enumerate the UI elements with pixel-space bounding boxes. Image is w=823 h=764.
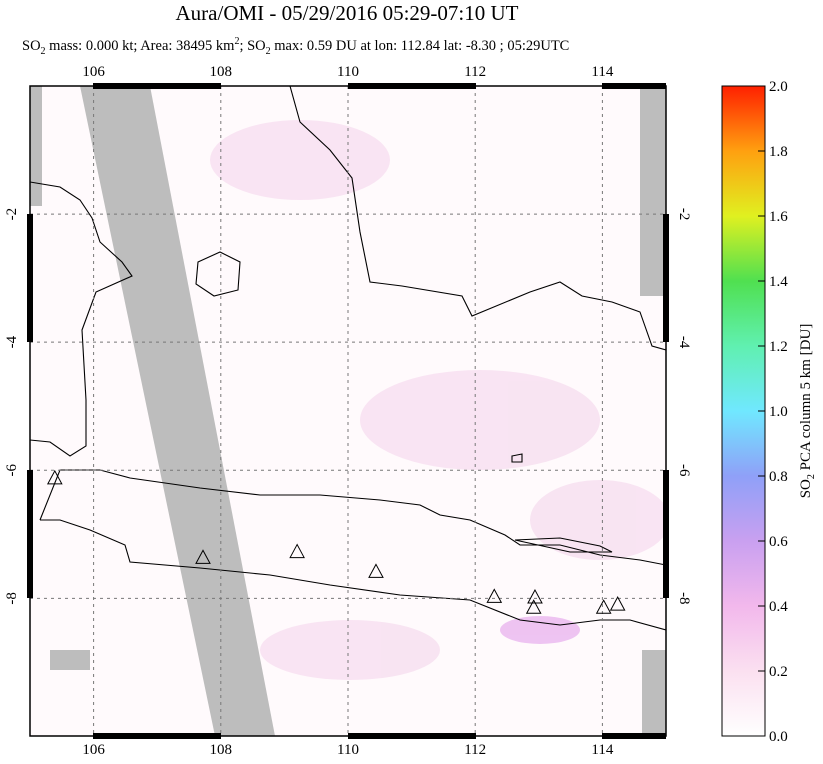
volcano [46, 469, 63, 485]
colorbar-tick-label: 1.2 [769, 339, 788, 355]
volcano [195, 549, 211, 564]
subtitle-part: 2 [41, 46, 46, 57]
subtitle-part: 2 [266, 46, 271, 57]
volcano [525, 599, 542, 614]
colorbar-tick-label: 1.4 [769, 274, 788, 290]
x-tick-label: 108 [210, 64, 233, 80]
volcano [609, 596, 626, 611]
colorbar-label-part: SO [798, 479, 814, 498]
tick-labels: 106 106 108 108 110 110 112 112 114 114 -2 -2 -4 -4 -6… [4, 64, 692, 758]
x-tick-label: 110 [337, 742, 359, 758]
colorbar-tick-label: 0.4 [769, 599, 788, 615]
frame-ticks [27, 83, 669, 739]
colorbar-tick-label: 1.8 [769, 144, 788, 160]
y-tick-label: -4 [4, 335, 20, 348]
volcano [595, 599, 612, 614]
colorbar-tick-label: 0.6 [769, 534, 788, 550]
no-data [30, 86, 666, 736]
subtitle-part: ; SO [239, 38, 265, 54]
y-tick-label: -2 [676, 208, 692, 221]
x-tick-label: 106 [82, 64, 105, 80]
x-tick-label: 112 [464, 64, 486, 80]
x-tick-label: 110 [337, 64, 359, 80]
chart-title: Aura/OMI - 05/29/2016 05:29-07:10 UT [176, 1, 519, 25]
subtitle-part: max: 0.59 DU at lon: 112.84 lat: -8.30 ;… [271, 38, 570, 54]
so2-shading [210, 120, 666, 680]
colorbar [721, 85, 766, 737]
y-tick-label: -6 [4, 463, 20, 476]
colorbar-label-part: PCA column 5 km [DU] [798, 324, 814, 474]
y-tick-label: -8 [676, 592, 692, 605]
y-tick-label: -2 [4, 208, 20, 221]
volcanoes [46, 469, 626, 614]
colorbar-tick-label: 0.2 [769, 664, 788, 680]
y-tick-label: -6 [676, 464, 692, 477]
colorbar-tick-label: 1.6 [769, 209, 788, 225]
x-tick-label: 114 [591, 64, 613, 80]
subtitle: SO2 mass: 0.000 kt; Area: 38495 km2; SO2… [22, 36, 569, 57]
colorbar-label-part: 2 [806, 474, 817, 479]
colorbar-ticks: 0.0 0.2 0.4 0.6 0.8 1.0 1.2 1.4 1.6 1.8 2.0 [758, 79, 788, 745]
x-tick-label: 106 [82, 742, 105, 758]
volcano [289, 543, 305, 559]
x-tick-label: 112 [464, 742, 486, 758]
map-area [30, 86, 666, 736]
y-tick-label: -8 [4, 592, 20, 605]
coastline [30, 86, 666, 631]
subtitle-part: 2 [234, 36, 239, 47]
subtitle-part: SO [22, 38, 41, 54]
colorbar-tick-label: 1.0 [769, 404, 788, 420]
y-tick-label: -4 [676, 336, 692, 349]
grid [30, 86, 666, 736]
volcano [368, 563, 384, 578]
x-tick-label: 108 [210, 742, 233, 758]
colorbar-tick-label: 0.0 [769, 729, 788, 745]
colorbar-tick-label: 2.0 [769, 79, 788, 95]
subtitle-part: mass: 0.000 kt; Area: 38495 km [46, 38, 236, 54]
volcano [486, 588, 503, 603]
colorbar-tick-label: 0.8 [769, 469, 788, 485]
colorbar-label: SO2 PCA column 5 km [DU] [798, 324, 817, 499]
x-tick-label: 114 [591, 742, 613, 758]
